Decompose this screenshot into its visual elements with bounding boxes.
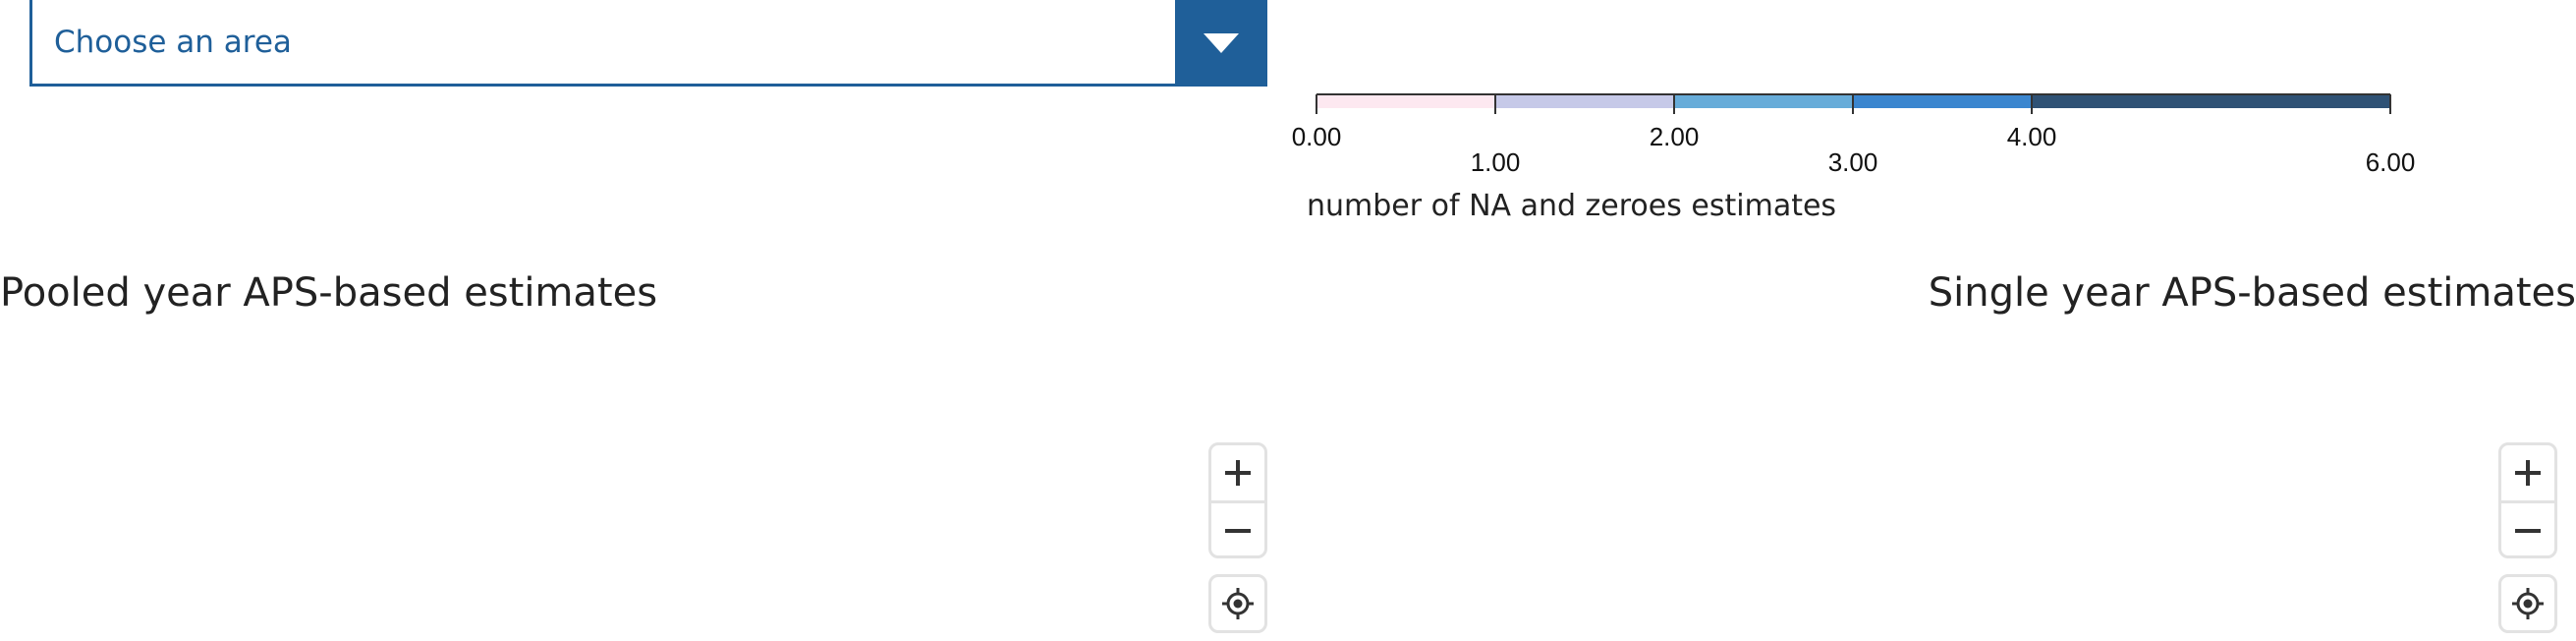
minus-icon bbox=[2515, 529, 2541, 533]
legend-tick-label: 4.00 bbox=[2007, 122, 2057, 151]
zoom-out-button[interactable] bbox=[2501, 500, 2554, 555]
legend-bin-2 bbox=[1674, 94, 1853, 108]
plus-icon bbox=[1225, 460, 1251, 486]
legend-bin-3 bbox=[1853, 94, 2032, 108]
zoom-controls bbox=[2498, 442, 2557, 558]
pooled-estimates-heading: Pooled year APS-based estimates bbox=[0, 270, 658, 316]
color-legend: 0.00 1.00 2.00 3.00 4.00 6.00 number of NA an… bbox=[1287, 79, 2466, 236]
locate-icon bbox=[2512, 588, 2544, 619]
locate-icon bbox=[1222, 588, 1254, 619]
area-select[interactable]: Choose an area bbox=[29, 0, 1267, 87]
legend-tick-label: 2.00 bbox=[1650, 122, 1700, 151]
single-estimates-heading: Single year APS-based estimates bbox=[1928, 270, 2576, 316]
legend-scale: 0.00 1.00 2.00 3.00 4.00 6.00 bbox=[1292, 93, 2416, 177]
zoom-in-button[interactable] bbox=[2501, 445, 2554, 500]
zoom-controls bbox=[1208, 442, 1267, 558]
area-select-value: Choose an area bbox=[54, 24, 292, 60]
legend-bin-4 bbox=[2032, 94, 2390, 108]
plus-icon bbox=[2515, 460, 2541, 486]
legend-title: number of NA and zeroes estimates bbox=[1307, 189, 1837, 223]
legend-bin-0 bbox=[1316, 94, 1495, 108]
legend-tick-label: 3.00 bbox=[1828, 147, 1878, 177]
locate-button[interactable] bbox=[1208, 574, 1267, 633]
area-select-toggle[interactable] bbox=[1175, 0, 1267, 87]
pooled-map-controls bbox=[1208, 442, 1267, 633]
zoom-out-button[interactable] bbox=[1211, 500, 1264, 555]
legend-tick-label: 1.00 bbox=[1471, 147, 1521, 177]
legend-tick-label: 6.00 bbox=[2366, 147, 2416, 177]
minus-icon bbox=[1225, 529, 1251, 533]
legend-tick-label: 0.00 bbox=[1292, 122, 1342, 151]
legend-bin-1 bbox=[1495, 94, 1674, 108]
zoom-in-button[interactable] bbox=[1211, 445, 1264, 500]
single-map-controls bbox=[2498, 442, 2557, 633]
locate-button[interactable] bbox=[2498, 574, 2557, 633]
caret-down-icon bbox=[1204, 33, 1239, 53]
